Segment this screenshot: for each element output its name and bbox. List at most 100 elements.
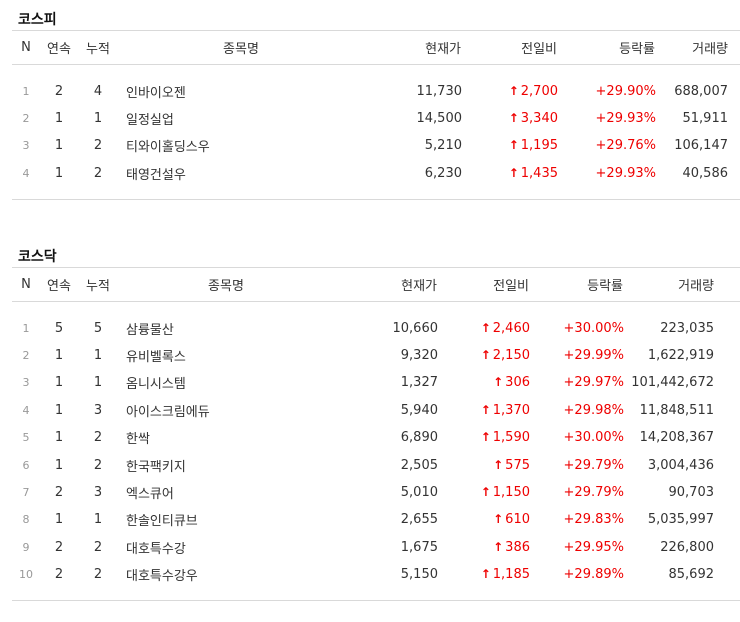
stock-name-link[interactable]: 한싹 (126, 432, 150, 448)
total-count: 3 (93, 402, 103, 418)
change-rate: +29.93% (595, 111, 656, 127)
streak-count: 1 (54, 348, 64, 364)
row-number: 3 (22, 139, 30, 153)
total-count: 1 (93, 512, 103, 528)
col-header-volume: 거래량 (692, 42, 728, 57)
price-change: 3,340 (520, 111, 558, 127)
trade-volume: 223,035 (660, 320, 714, 336)
streak-count: 1 (54, 402, 64, 418)
row-number: 10 (19, 568, 33, 582)
total-count: 2 (93, 539, 103, 555)
col-header-name: 종목명 (223, 42, 259, 57)
price-change: 2,150 (492, 348, 530, 364)
table-row: 3 1 1 옴니시스템 1,327 ↑ 306 +29.97% 101,442,672 (12, 369, 740, 396)
table-row: 3 1 2 티와이홀딩스우 5,210 ↑ 1,195 +29.76% 106,147 (12, 132, 740, 159)
price-change: 1,150 (492, 485, 530, 501)
row-number: 4 (22, 166, 30, 180)
col-header-total[interactable]: 누적 (86, 279, 110, 294)
col-header-total[interactable]: 누적 (86, 42, 110, 57)
price-change: 1,185 (492, 567, 530, 583)
up-arrow-icon: ↑ (508, 83, 519, 98)
total-count: 4 (93, 83, 103, 99)
stock-name-link[interactable]: 인바이오젠 (126, 85, 186, 101)
current-price: 5,940 (400, 402, 438, 418)
price-change: 575 (505, 457, 530, 473)
streak-count: 2 (54, 539, 64, 555)
kosdaq-table: N 연속 누적 종목명 현재가 전일비 등락률 거래량 1 5 5 삼륭물산 10,66… (12, 267, 740, 588)
col-header-rate: 등락률 (587, 279, 623, 294)
streak-count: 1 (54, 111, 64, 127)
stock-name-link[interactable]: 대호특수강 (126, 541, 186, 557)
change-rate: +29.79% (563, 485, 624, 501)
trade-volume: 101,442,672 (631, 375, 714, 391)
col-header-change: 전일비 (521, 42, 557, 57)
row-number: 6 (22, 458, 30, 472)
streak-count: 5 (54, 320, 64, 336)
trade-volume: 3,004,436 (647, 457, 714, 473)
trade-volume: 90,703 (668, 485, 715, 501)
stock-name-link[interactable]: 일정실업 (126, 113, 174, 129)
stock-name-link[interactable]: 아이스크림에듀 (126, 404, 210, 420)
stock-name-link[interactable]: 옴니시스템 (126, 377, 186, 393)
kospi-section: 코스피 N 연속 누적 종목명 현재가 전일비 등락률 거래량 1 2 4 인바이오젠… (12, 10, 740, 201)
col-header-change: 전일비 (493, 279, 529, 294)
price-change: 1,195 (520, 138, 558, 154)
stock-name-link[interactable]: 한솔인티큐브 (126, 514, 198, 530)
col-header-streak[interactable]: 연속 (47, 42, 71, 57)
up-arrow-icon: ↑ (480, 402, 491, 417)
current-price: 5,150 (400, 567, 438, 583)
current-price: 9,320 (400, 348, 438, 364)
stock-name-link[interactable]: 태영건설우 (126, 167, 186, 183)
current-price: 1,675 (400, 539, 438, 555)
up-arrow-icon: ↑ (508, 165, 519, 180)
price-change: 1,370 (492, 402, 530, 418)
up-arrow-icon: ↑ (480, 567, 491, 582)
col-header-n: N (21, 40, 31, 55)
streak-count: 2 (54, 83, 64, 99)
up-arrow-icon: ↑ (493, 539, 504, 554)
current-price: 10,660 (392, 320, 439, 336)
stock-name-link[interactable]: 대호특수강우 (126, 569, 198, 585)
col-header-rate: 등락률 (619, 42, 655, 57)
price-change: 2,460 (492, 320, 530, 336)
kospi-bottom-divider (12, 187, 740, 201)
stock-name-link[interactable]: 삼륭물산 (126, 322, 174, 338)
change-rate: +29.93% (595, 165, 656, 181)
table-row: 7 2 3 엑스큐어 5,010 ↑ 1,150 +29.79% 90,703 (12, 479, 740, 506)
row-number: 8 (22, 513, 30, 527)
up-arrow-icon: ↑ (480, 320, 491, 335)
row-number: 9 (22, 540, 30, 554)
table-row: 2 1 1 유비벨록스 9,320 ↑ 2,150 +29.99% 1,622,919 (12, 342, 740, 369)
table-row: 4 1 2 태영건설우 6,230 ↑ 1,435 +29.93% 40,586 (12, 160, 740, 187)
stock-name-link[interactable]: 엑스큐어 (126, 487, 174, 503)
kosdaq-title: 코스닥 (18, 249, 57, 265)
price-change: 1,590 (492, 430, 530, 446)
stock-name-link[interactable]: 한국팩키지 (126, 459, 186, 475)
price-change: 2,700 (520, 83, 558, 99)
current-price: 2,655 (400, 512, 438, 528)
col-header-n: N (21, 277, 31, 292)
up-arrow-icon: ↑ (493, 375, 504, 390)
streak-count: 1 (54, 138, 64, 154)
stock-name-link[interactable]: 유비벨록스 (126, 350, 186, 366)
streak-count: 1 (54, 430, 64, 446)
current-price: 5,010 (400, 485, 438, 501)
up-arrow-icon: ↑ (493, 457, 504, 472)
up-arrow-icon: ↑ (508, 111, 519, 126)
current-price: 1,327 (400, 375, 438, 391)
kosdaq-header-row: N 연속 누적 종목명 현재가 전일비 등락률 거래량 (12, 267, 740, 302)
col-header-streak[interactable]: 연속 (47, 279, 71, 294)
stock-name-link[interactable]: 티와이홀딩스우 (126, 140, 210, 156)
total-count: 1 (93, 375, 103, 391)
table-row: 5 1 2 한싹 6,890 ↑ 1,590 +30.00% 14,208,367 (12, 424, 740, 451)
change-rate: +29.83% (563, 512, 624, 528)
streak-count: 2 (54, 485, 64, 501)
change-rate: +30.00% (563, 430, 624, 446)
current-price: 14,500 (416, 111, 463, 127)
table-row: 8 1 1 한솔인티큐브 2,655 ↑ 610 +29.83% 5,035,997 (12, 506, 740, 533)
streak-count: 2 (54, 567, 64, 583)
kosdaq-section: 코스닥 N 연속 누적 종목명 현재가 전일비 등락률 거래량 1 5 5 삼륭물산 1… (12, 247, 740, 602)
kosdaq-bottom-divider (12, 588, 740, 602)
change-rate: +29.97% (563, 375, 624, 391)
trade-volume: 51,911 (682, 111, 729, 127)
